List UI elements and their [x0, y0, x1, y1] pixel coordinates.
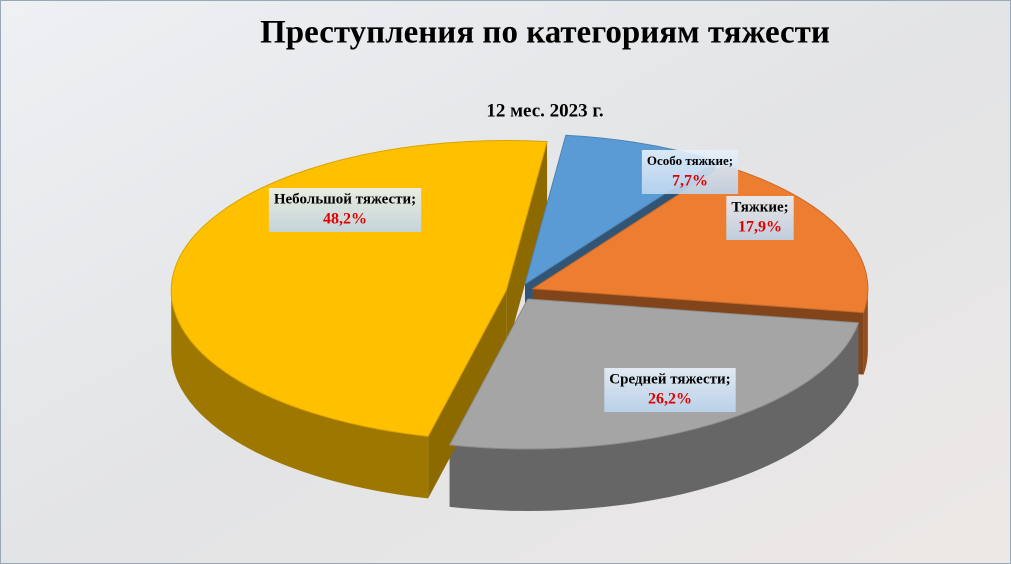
- pie-tops: [170, 134, 869, 450]
- category-label: Особо тяжкие;: [647, 153, 733, 168]
- data-label: Средней тяжести; 26,2%: [604, 368, 736, 412]
- data-labels: Особо тяжкие; 7,7% Тяжкие; 17,9% Средней тяж…: [268, 150, 794, 412]
- label-box: [641, 150, 739, 194]
- category-label: Средней тяжести;: [609, 371, 730, 387]
- label-box: [268, 188, 422, 232]
- pie-slice: [170, 140, 548, 437]
- label-box: [726, 196, 794, 240]
- data-label: Небольшой тяжести; 48,2%: [268, 188, 422, 232]
- data-label: Особо тяжкие; 7,7%: [641, 150, 739, 194]
- slice-side: [449, 322, 859, 511]
- chart-title: Преступления по категориям тяжести: [260, 15, 830, 51]
- value-label: 17,9%: [738, 219, 782, 236]
- category-label: Тяжкие;: [731, 199, 788, 215]
- category-label: Небольшой тяжести;: [274, 191, 416, 207]
- slice-wall: [506, 141, 548, 353]
- slice-side: [171, 290, 429, 499]
- value-label: 48,2%: [323, 211, 367, 228]
- slice-wall: [428, 290, 507, 499]
- data-label: Тяжкие; 17,9%: [726, 196, 794, 240]
- chart-subtitle: 12 мес. 2023 г.: [486, 100, 603, 121]
- value-label: 7,7%: [672, 173, 708, 190]
- label-box: [604, 368, 736, 412]
- value-label: 26,2%: [648, 391, 692, 408]
